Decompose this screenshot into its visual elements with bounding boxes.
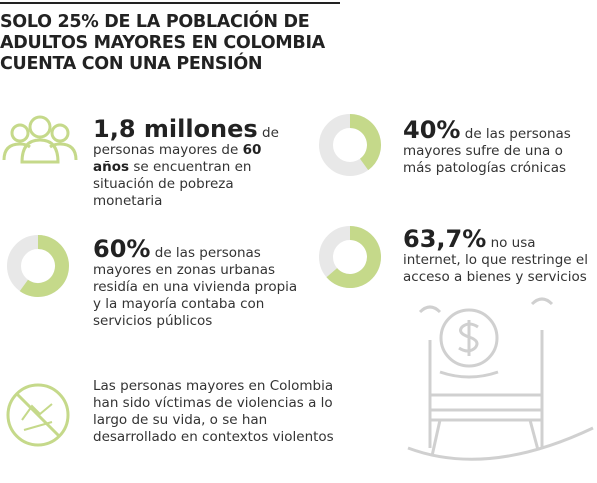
title-line: ADULTOS MAYORES EN COLOMBIA: [0, 33, 325, 53]
title-line: CUENTA CON UNA PENSIÓN: [0, 54, 263, 74]
donut-arc: [19, 235, 69, 297]
violence-text: Las personas mayores en Colombia han sid…: [93, 378, 353, 446]
title-line: SOLO 25% DE LA POBLACIÓN DE: [0, 12, 310, 32]
text: de personas mayores de: [93, 125, 279, 158]
highlight: 1,8 millones: [93, 115, 258, 143]
people-icon: [2, 115, 78, 164]
title: SOLO 25% DE LA POBLACIÓN DE ADULTOS MAYO…: [0, 12, 325, 75]
poverty-text: 1,8 millones de personas mayores de 60 a…: [93, 116, 293, 210]
text: Las personas mayores en Colombia han sid…: [93, 378, 334, 445]
emphasis: 60 años: [93, 142, 262, 175]
rocking-chair-icon: [407, 297, 594, 461]
text: de las personas mayores en zonas urbanas…: [93, 245, 298, 329]
donuts: [7, 114, 381, 297]
highlight: 60%: [93, 235, 151, 263]
highlight: 63,7%: [403, 225, 487, 253]
text: de las personas mayores sufre de una o m…: [403, 126, 571, 176]
no-violence-icon: [6, 383, 70, 447]
internet-text: 63,7% no usa internet, lo que restringe …: [403, 226, 595, 286]
text: se encuentran en situación de pobreza mo…: [93, 159, 252, 209]
donut-arc: [349, 114, 381, 171]
donut-arc: [326, 226, 381, 288]
text: no usa internet, lo que restringe el acc…: [403, 235, 588, 285]
highlight: 40%: [403, 116, 461, 144]
health-text: 40% de las personas mayores sufre de una…: [403, 117, 588, 177]
top-rule: [0, 2, 340, 4]
housing-text: 60% de las personas mayores en zonas urb…: [93, 236, 303, 330]
